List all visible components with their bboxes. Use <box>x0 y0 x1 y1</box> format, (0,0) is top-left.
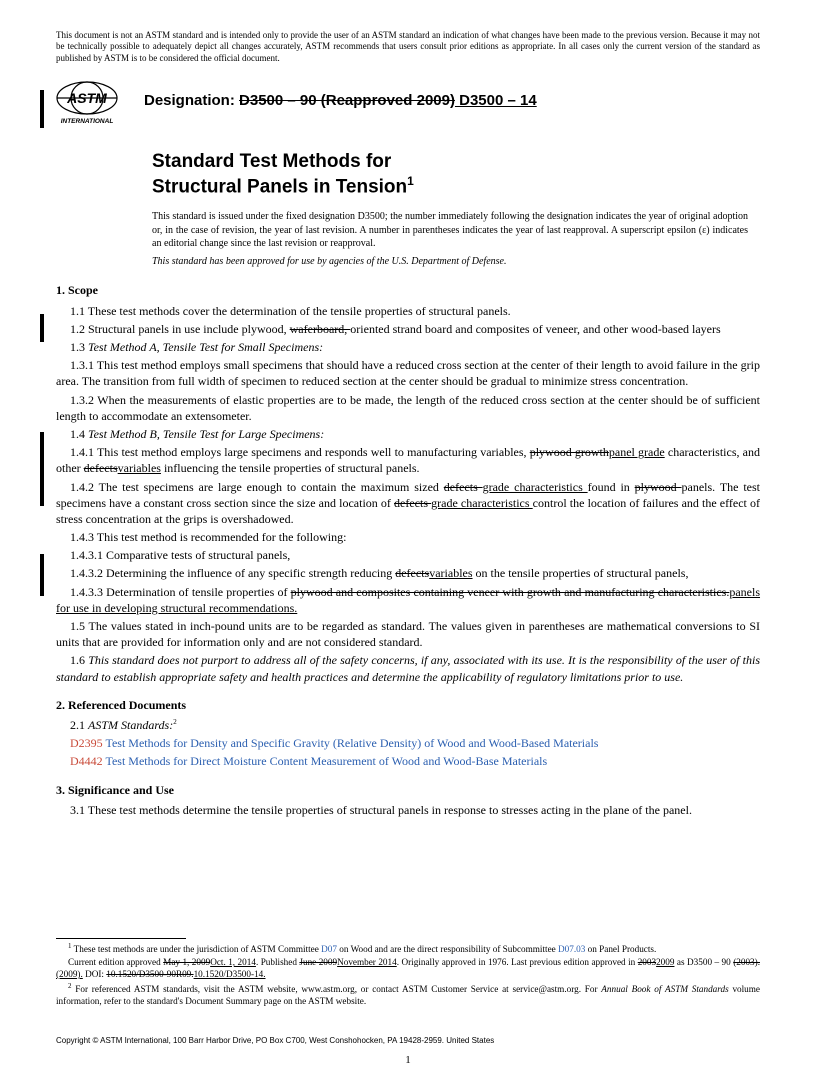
p-1-4-1: 1.4.1 This test method employs large spe… <box>56 444 760 476</box>
p-1-4: 1.4 Test Method B, Tensile Test for Larg… <box>56 426 760 442</box>
footnote-2: 2 For referenced ASTM standards, visit t… <box>56 982 760 1008</box>
footnote-1b: Current edition approved May 1, 2009Oct.… <box>56 957 760 981</box>
p-1-3: 1.3 Test Method A, Tensile Test for Smal… <box>56 339 760 355</box>
subcommittee-link[interactable]: D07.03 <box>558 944 585 954</box>
top-disclaimer: This document is not an ASTM standard an… <box>56 30 760 64</box>
ref-d2395: D2395 Test Methods for Density and Speci… <box>56 735 760 751</box>
p-1-2: 1.2 Structural panels in use include ply… <box>56 321 760 337</box>
change-bar <box>40 314 44 342</box>
page-number: 1 <box>56 1053 760 1068</box>
footnote-separator <box>56 938 186 939</box>
title-line-1: Standard Test Methods for <box>152 151 391 172</box>
designation-label: Designation: <box>144 92 239 109</box>
p-1-4-3-1: 1.4.3.1 Comparative tests of structural … <box>56 547 760 563</box>
p-1-4-3: 1.4.3 This test method is recommended fo… <box>56 529 760 545</box>
title-line-2: Structural Panels in Tension <box>152 177 407 198</box>
title-superscript: 1 <box>407 174 414 188</box>
p-1-1: 1.1 These test methods cover the determi… <box>56 303 760 319</box>
p-1-3-1: 1.3.1 This test method employs small spe… <box>56 357 760 389</box>
sig-heading: 3. Significance and Use <box>56 782 760 798</box>
ref-title[interactable]: Test Methods for Density and Specific Gr… <box>103 736 599 750</box>
astm-logo: ASTM INTERNATIONAL <box>52 76 130 126</box>
ref-title[interactable]: Test Methods for Direct Moisture Content… <box>103 754 547 768</box>
ref-d4442: D4442 Test Methods for Direct Moisture C… <box>56 753 760 769</box>
p-1-3-2: 1.3.2 When the measurements of elastic p… <box>56 392 760 424</box>
designation-new: D3500 – 14 <box>455 92 537 109</box>
change-bar <box>40 554 44 596</box>
p-1-6: 1.6 This standard does not purport to ad… <box>56 652 760 684</box>
change-bar <box>40 432 44 506</box>
p-1-4-3-3: 1.4.3.3 Determination of tensile propert… <box>56 584 760 616</box>
standard-title: Standard Test Methods for Structural Pan… <box>152 150 760 201</box>
svg-text:INTERNATIONAL: INTERNATIONAL <box>61 118 114 125</box>
designation-old: D3500 – 90 (Reapproved 2009) <box>239 92 455 109</box>
ref-code[interactable]: D4442 <box>70 754 103 768</box>
scope-heading: 1. Scope <box>56 282 760 298</box>
footnote-1: 1 These test methods are under the juris… <box>56 942 760 956</box>
header-row: ASTM INTERNATIONAL Designation: D3500 – … <box>56 76 760 126</box>
strike-text: waferboard, <box>290 322 351 336</box>
change-bar <box>40 90 44 128</box>
copyright-line: Copyright © ASTM International, 100 Barr… <box>56 1036 760 1047</box>
p-2-1: 2.1 ASTM Standards:2 <box>56 717 760 733</box>
p-1-4-2: 1.4.2 The test specimens are large enoug… <box>56 479 760 528</box>
defense-note: This standard has been approved for use … <box>152 255 748 269</box>
refs-heading: 2. Referenced Documents <box>56 697 760 713</box>
svg-text:ASTM: ASTM <box>66 90 107 106</box>
p-1-5: 1.5 The values stated in inch-pound unit… <box>56 618 760 650</box>
designation-line: Designation: D3500 – 90 (Reapproved 2009… <box>144 91 537 111</box>
committee-link[interactable]: D07 <box>321 944 337 954</box>
issue-note: This standard is issued under the fixed … <box>152 210 748 251</box>
p-3-1: 3.1 These test methods determine the ten… <box>56 802 760 818</box>
ref-code[interactable]: D2395 <box>70 736 103 750</box>
p-1-4-3-2: 1.4.3.2 Determining the influence of any… <box>56 565 760 581</box>
